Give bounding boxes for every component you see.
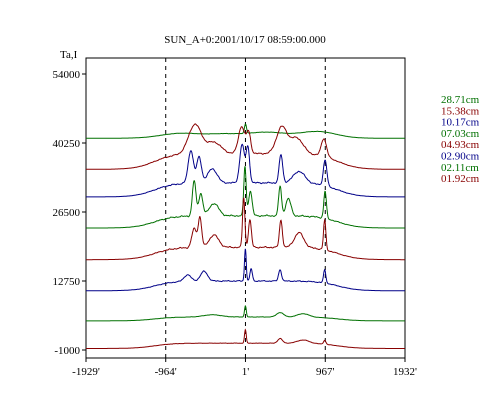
legend-item-3: 07.03cm [441,128,480,140]
series-line-3 [86,166,405,229]
reference-lines [165,58,326,358]
legend-item-6: 02.11cm [441,162,479,174]
legend: 28.71cm15.38cm10.17cm07.03cm04.93cm02.90… [441,94,480,185]
series-line-1 [86,123,405,170]
legend-item-5: 02.90cm [441,151,480,163]
y-tick-label-4: 54000 [53,69,81,81]
legend-item-2: 10.17cm [441,117,480,129]
x-tick-label-1: -964' [155,366,177,378]
series-line-5 [86,248,405,292]
y-tick-label-3: 40250 [53,138,81,150]
legend-item-4: 04.93cm [441,139,480,151]
x-tick-label-0: -1929' [72,366,100,378]
series-line-4 [86,197,405,261]
y-axis-label: Ta,I [60,49,78,61]
series-line-6 [86,305,405,322]
y-tick-label-2: 26500 [53,207,81,219]
series-group [86,123,405,349]
x-tick-label-3: 967' [316,366,335,378]
x-tick-label-4: 1932' [393,366,417,378]
y-tick-label-0: -1000 [54,345,80,357]
chart-title: SUN_A+0:2001/10/17 08:59:00.000 [164,34,326,46]
series-line-0 [86,123,405,139]
y-tick-label-1: 12750 [53,276,81,288]
series-line-7 [86,328,405,349]
series-line-2 [86,143,405,198]
x-tick-label-2: 1' [242,366,250,378]
legend-item-7: 01.92cm [441,173,480,185]
y-axis-ticks: -1000 12750 26500 40250 54000 [53,69,86,357]
x-axis-ticks: -1929' -964' 1' 967' 1932' [72,358,417,378]
legend-item-0: 28.71cm [441,94,480,106]
legend-item-1: 15.38cm [441,105,480,117]
plot-frame [85,57,406,359]
